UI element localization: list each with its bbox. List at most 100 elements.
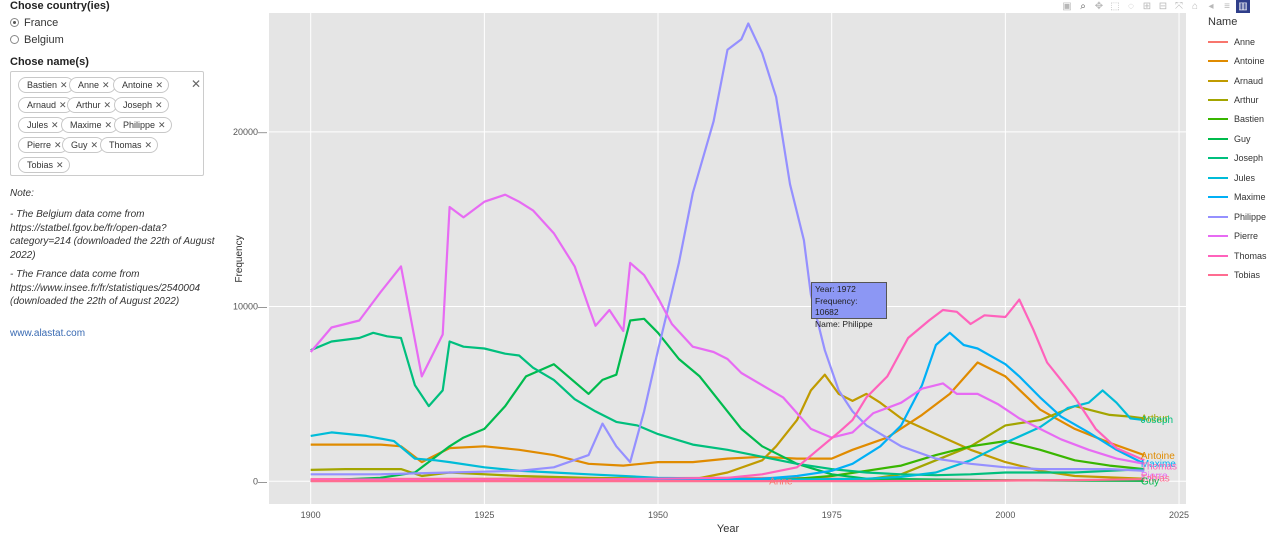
y-tick-label: 20000— [233,127,267,137]
chip-thomas[interactable]: Thomas ✕ [100,137,159,153]
chip-label: Antoine [122,80,153,90]
close-icon[interactable]: ✕ [90,140,99,150]
chip-arnaud[interactable]: Arnaud ✕ [18,97,73,113]
legend-item-pierre[interactable]: Pierre [1208,226,1267,245]
series-line-thomas [310,298,1145,481]
y-tick-label: 0— [253,476,267,486]
chip-label: Joseph [123,100,153,110]
home-icon[interactable]: ⌂ [1191,1,1199,12]
radio-belgium[interactable]: Belgium [10,31,64,48]
close-icon[interactable]: ✕ [102,80,110,90]
y-axis-title: Frequency [234,235,245,282]
legend-swatch [1208,137,1228,140]
plotly-logo-icon[interactable]: ▥ [1236,0,1250,13]
site-link[interactable]: www.alastat.com [10,328,86,339]
grid [269,13,1186,504]
hover-tooltip: Year: 1972 Frequency: 10682 Name: Philip… [811,282,887,329]
note-belgium: - The Belgium data come from https://sta… [10,209,215,261]
x-tick-label: 1925 [474,510,494,520]
note-france: - The France data come from https://www.… [10,269,201,307]
clear-all-icon[interactable]: ✕ [191,77,202,91]
zoom-icon[interactable]: ⌕ [1080,1,1086,12]
close-icon[interactable]: ✕ [104,120,113,130]
legend-item-joseph[interactable]: Joseph [1208,149,1267,168]
legend-item-thomas[interactable]: Thomas [1208,246,1267,265]
close-icon[interactable]: ✕ [155,100,163,110]
spike-lines-icon[interactable]: ◂ [1208,1,1214,12]
chip-tobias[interactable]: Tobias ✕ [18,157,70,173]
hover-year: Year: 1972 [815,284,856,294]
pan-icon[interactable]: ✥ [1094,1,1104,12]
chip-label: Guy [71,140,88,150]
close-icon[interactable]: ✕ [59,100,67,110]
radio-unselected-icon[interactable] [10,35,19,44]
camera-icon[interactable]: ▣ [1062,1,1072,12]
x-tick-label: 1900 [301,510,321,520]
legend-item-tobias[interactable]: Tobias [1208,265,1267,284]
chip-bastien[interactable]: Bastien ✕ [18,77,74,93]
autoscale-icon[interactable]: ⤧ [1175,1,1183,12]
legend-label: Pierre [1234,231,1259,242]
chip-anne[interactable]: Anne ✕ [69,77,116,93]
close-icon[interactable]: ✕ [60,80,68,90]
zoom-out-icon[interactable]: ⊟ [1158,1,1168,12]
legend-item-maxime[interactable]: Maxime [1208,188,1267,207]
legend-label: Maxime [1234,192,1266,203]
legend-item-antoine[interactable]: Antoine [1208,51,1267,70]
legend-item-anne[interactable]: Anne [1208,32,1267,51]
end-label-maxime: Maxime [1141,459,1176,470]
chip-philippe[interactable]: Philippe ✕ [114,117,172,133]
legend-item-jules[interactable]: Jules [1208,168,1267,187]
radio-selected-icon[interactable] [10,18,19,27]
chip-joseph[interactable]: Joseph ✕ [114,97,169,113]
legend-items: Anne Antoine Arnaud Arthur Bastien Guy Joseph J… [1208,32,1267,285]
end-label-thomas: Thomas [1141,461,1177,472]
chip-label: Jules [27,120,49,130]
legend-label: Philippe [1234,211,1267,222]
legend-label: Guy [1234,133,1251,144]
chip-antoine[interactable]: Antoine ✕ [113,77,170,93]
legend-swatch [1208,118,1228,121]
names-label: Chose name(s) [10,56,89,68]
box-select-icon[interactable]: ⬚ [1110,1,1120,12]
compare-icon[interactable]: ≡ [1224,1,1230,12]
close-icon[interactable]: ✕ [103,100,112,110]
legend-item-philippe[interactable]: Philippe [1208,207,1267,226]
zoom-in-icon[interactable]: ⊞ [1142,1,1152,12]
chip-label: Arnaud [27,100,57,110]
radio-france[interactable]: France [10,14,58,31]
legend-item-guy[interactable]: Guy [1208,129,1267,148]
end-label-guy: Guy [1141,476,1159,487]
close-icon[interactable]: ✕ [158,120,166,130]
x-tick-label: 1950 [648,510,668,520]
end-label-arthur: Arthur [1141,413,1169,424]
legend-swatch [1208,99,1228,102]
names-multiselect[interactable]: Bastien ✕ Anne ✕ Antoine ✕ Arnaud ✕ Arthur ✕ … [10,71,204,176]
chip-maxime[interactable]: Maxime ✕ [61,117,119,133]
chip-label: Anne [78,80,100,90]
legend-swatch [1208,254,1228,257]
legend-item-bastien[interactable]: Bastien [1208,110,1267,129]
chip-arthur[interactable]: Arthur ✕ [67,97,118,113]
note-title: Note: [10,188,34,199]
series-line-guy [310,317,1145,482]
legend-swatch [1208,79,1228,82]
legend-swatch [1208,273,1228,276]
legend-swatch [1208,215,1228,218]
legend-item-arnaud[interactable]: Arnaud [1208,71,1267,90]
lasso-icon[interactable]: ◌ [1128,1,1134,12]
close-icon[interactable]: ✕ [51,120,59,130]
close-icon[interactable]: ✕ [144,140,153,150]
series-line-philippe [310,22,1145,476]
close-icon[interactable]: ✕ [54,140,62,150]
legend-item-arthur[interactable]: Arthur [1208,90,1267,109]
series-line-maxime [310,331,1145,482]
chip-pierre[interactable]: Pierre ✕ [18,137,68,153]
axis-ticks: 1900 1925 1950 1975 2000 2025 0— 10000— 20000— [233,127,1189,520]
chip-label: Philippe [123,120,156,130]
hover-frequency: Frequency: 10682 [815,295,858,318]
close-icon[interactable]: ✕ [155,80,164,90]
close-icon[interactable]: ✕ [56,160,64,170]
